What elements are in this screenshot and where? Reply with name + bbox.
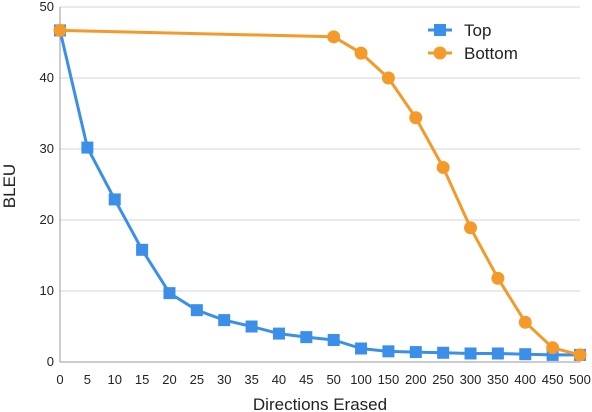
x-tick-label: 45 xyxy=(299,372,313,387)
data-point-top xyxy=(108,193,121,206)
data-point-top xyxy=(327,333,340,346)
x-axis-title: Directions Erased xyxy=(253,395,387,412)
x-tick-label: 450 xyxy=(542,372,564,387)
x-tick-label: 400 xyxy=(514,372,536,387)
x-tick-label: 300 xyxy=(460,372,482,387)
data-point-bottom xyxy=(354,46,368,60)
data-point-bottom xyxy=(409,111,423,125)
data-point-top xyxy=(355,342,368,355)
x-tick-label: 15 xyxy=(135,372,149,387)
legend-entry-top: Top xyxy=(428,21,491,40)
data-point-top xyxy=(163,287,176,300)
data-point-bottom xyxy=(53,23,67,37)
series-line-top xyxy=(58,30,580,357)
x-tick-label: 20 xyxy=(162,372,176,387)
data-point-bottom xyxy=(518,315,532,329)
x-tick-label: 150 xyxy=(378,372,400,387)
x-tick-label: 25 xyxy=(190,372,204,387)
data-point-top xyxy=(519,348,532,361)
data-point-top xyxy=(190,304,203,317)
y-tick-label: 40 xyxy=(40,70,54,85)
y-tick-label: 50 xyxy=(40,0,54,14)
series-line-bottom xyxy=(59,28,581,357)
x-tick-label: 350 xyxy=(487,372,509,387)
data-point-top xyxy=(81,141,94,154)
data-point-bottom xyxy=(327,30,341,44)
data-point-top xyxy=(218,314,231,327)
data-point-bottom xyxy=(573,348,587,362)
data-point-top xyxy=(464,347,477,360)
y-tick-label: 10 xyxy=(40,283,54,298)
data-point-top xyxy=(136,243,149,256)
data-point-bottom xyxy=(436,160,450,174)
data-point-top xyxy=(437,346,450,359)
x-tick-label: 10 xyxy=(108,372,122,387)
y-tick-label: 30 xyxy=(40,141,54,156)
data-point-top xyxy=(272,327,285,340)
data-point-top xyxy=(491,347,504,360)
y-tick-label: 20 xyxy=(40,212,54,227)
data-point-bottom xyxy=(491,271,505,285)
data-point-top xyxy=(300,331,313,344)
legend-marker xyxy=(433,46,447,60)
x-tick-label: 250 xyxy=(432,372,454,387)
data-point-bottom xyxy=(546,341,560,355)
y-axis-title: BLEU xyxy=(0,164,19,208)
data-point-top xyxy=(409,346,422,359)
data-point-bottom xyxy=(381,71,395,85)
x-tick-label: 50 xyxy=(326,372,340,387)
series-top xyxy=(54,24,586,361)
grid-lines xyxy=(60,6,580,292)
x-tick-label: 200 xyxy=(405,372,427,387)
legend-entry-bottom: Bottom xyxy=(428,44,518,63)
x-tick-label: 35 xyxy=(244,372,258,387)
series-bottom xyxy=(53,23,587,362)
data-point-top xyxy=(382,345,395,358)
axes xyxy=(59,7,580,363)
x-tick-label: 40 xyxy=(272,372,286,387)
legend: Top Bottom xyxy=(428,21,518,63)
x-tick-label: 500 xyxy=(569,372,591,387)
legend-marker xyxy=(434,24,446,36)
y-tick-label: 0 xyxy=(47,354,54,369)
data-point-top xyxy=(245,320,258,333)
x-tick-label: 5 xyxy=(84,372,91,387)
x-tick-label: 100 xyxy=(350,372,372,387)
x-tick-label: 0 xyxy=(56,372,63,387)
legend-label: Bottom xyxy=(464,44,518,63)
data-point-bottom xyxy=(464,221,478,235)
series-layer xyxy=(53,23,587,362)
x-tick-label: 30 xyxy=(217,372,231,387)
legend-label: Top xyxy=(464,21,491,40)
